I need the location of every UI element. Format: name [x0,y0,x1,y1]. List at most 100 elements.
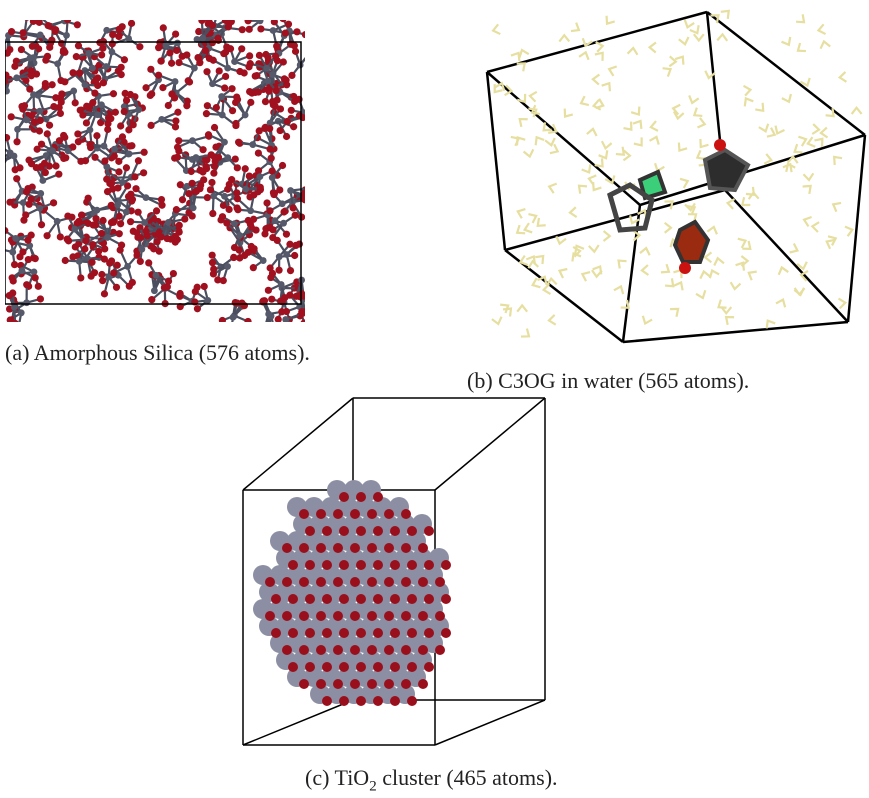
oxygen [112,283,121,291]
oxygen [424,594,434,604]
oxygen [11,62,19,70]
oxygen [390,526,400,536]
water [601,81,612,92]
oxygen [181,215,189,223]
oxygen [122,96,131,104]
oxygen [122,164,131,172]
oxygen [111,108,119,116]
oxygen [333,611,343,621]
silicon [174,39,181,47]
oxygen [56,233,64,241]
box-edge [622,320,849,344]
oxygen [134,157,143,165]
water [774,125,785,136]
oxygen [279,58,287,66]
oxygen [367,611,377,621]
oxygen [300,195,305,203]
oxygen [126,90,134,99]
oxygen [214,34,222,42]
subscript: 2 [369,778,377,795]
oxygen [98,51,106,59]
oxygen [384,679,394,689]
silicon [199,34,207,42]
water [766,127,777,138]
water [802,184,812,195]
water [500,303,510,314]
silicon [18,267,26,275]
oxygen [118,133,127,141]
silicon [278,200,286,208]
caption-text: Amorphous Silica (576 atoms). [33,340,310,365]
oxygen [280,75,288,83]
oxygen [333,509,343,519]
water [578,50,590,61]
silicon [190,64,198,72]
oxygen [209,209,217,218]
water [632,119,643,130]
silicon [125,150,133,158]
silicon [241,111,249,119]
water [516,207,526,219]
oxygen [200,282,208,291]
oxygen [41,168,49,177]
oxygen [295,112,304,120]
silicon [236,232,244,239]
oxygen [82,237,90,245]
oxygen [117,63,125,71]
silicon [231,58,238,65]
water [574,244,585,254]
panel-label: (c) [305,765,330,790]
water [819,126,829,139]
silicon [39,177,47,184]
ring [607,182,655,233]
water [706,225,718,235]
silicon [17,309,25,317]
oxygen [61,133,69,141]
water [837,71,848,83]
oxygen [153,238,161,246]
silicon [19,199,27,206]
water [649,120,659,132]
oxygen [299,577,309,587]
oxygen [238,45,246,53]
oxygen [41,83,49,91]
oxygen [19,29,27,37]
oxygen [178,196,187,204]
water [758,123,770,133]
oxygen [367,679,377,689]
oxygen [24,236,32,244]
oxygen [235,138,243,146]
water [528,90,538,103]
oxygen [185,208,193,217]
oxygen [339,492,349,502]
oxygen [288,560,298,570]
oxygen [252,226,260,234]
oxygen [171,123,180,131]
oxygen [287,106,295,114]
oxygen [46,43,54,51]
oxygen [261,230,269,238]
silicon [85,49,93,57]
water [742,84,753,97]
oxygen [193,305,202,313]
oxygen [55,137,64,145]
water [605,15,616,26]
oxygen [176,303,184,311]
water [692,33,705,43]
oxygen [98,229,106,238]
silicon [242,185,250,193]
water [581,164,592,174]
water [555,235,567,246]
oxygen [212,143,220,151]
silicon [259,257,267,264]
water [558,33,571,43]
oxygen [236,254,244,262]
water [782,162,793,173]
oxygen [203,102,211,110]
oxygen [304,186,305,191]
silicon [210,192,217,200]
oxygen [356,662,366,672]
oxygen [185,189,193,198]
water [710,14,720,24]
oxygen [373,492,383,502]
